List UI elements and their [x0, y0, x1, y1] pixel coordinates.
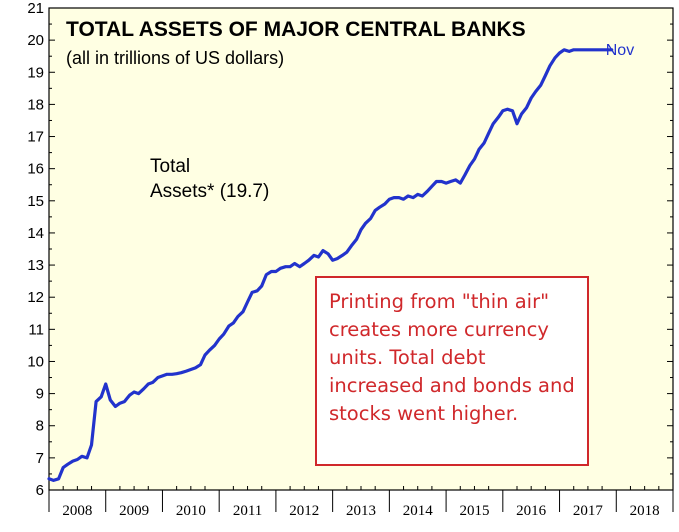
y-tick-label: 12 — [27, 289, 44, 306]
y-tick-label: 18 — [27, 96, 44, 113]
total-assets-line — [47, 48, 614, 482]
y-axis: 6 7 8 9 10 11 12 13 14 15 16 17 18 19 20 21 — [27, 0, 673, 499]
y-tick-label: 17 — [27, 129, 44, 146]
y-tick-label: 9 — [36, 386, 44, 403]
chart-title: TOTAL ASSETS OF MAJOR CENTRAL BANKS — [66, 18, 526, 41]
y-tick-label: 19 — [27, 64, 44, 81]
x-tick-label: 2016 — [516, 503, 547, 519]
y-tick-label: 15 — [27, 193, 44, 210]
y-tick-label: 6 — [36, 482, 44, 499]
x-axis: 2008 2009 2010 2011 2012 2013 2014 2015 2016 2017… — [48, 486, 674, 519]
y-tick-label: 7 — [36, 450, 44, 467]
x-tick-label: 2011 — [233, 503, 262, 519]
annotation-box: Printing from "thin air" creates more cu… — [315, 276, 589, 466]
y-tick-label: 16 — [27, 161, 44, 178]
series-label-line2: Assets* (19.7) — [150, 181, 269, 202]
y-tick-label: 14 — [27, 225, 44, 242]
x-tick-label: 2017 — [573, 503, 604, 519]
y-tick-label: 13 — [27, 257, 44, 274]
annotation-text: Printing from "thin air" creates more cu… — [329, 290, 575, 425]
y-tick-label: 10 — [27, 353, 44, 370]
series-label-line1: Total — [150, 156, 190, 177]
x-tick-label: 2013 — [346, 503, 376, 519]
x-tick-label: 2015 — [459, 503, 489, 519]
x-tick-label: 2014 — [403, 503, 434, 519]
x-tick-label: 2008 — [62, 503, 92, 519]
x-tick-label: 2012 — [289, 503, 319, 519]
x-tick-label: 2018 — [630, 503, 660, 519]
y-tick-label: 11 — [28, 321, 44, 338]
y-tick-label: 8 — [36, 418, 44, 435]
y-tick-label: 20 — [27, 32, 44, 49]
x-tick-label: 2009 — [119, 503, 149, 519]
x-tick-label: 2010 — [176, 503, 206, 519]
series-end-label: Nov — [606, 42, 634, 59]
y-tick-label: 21 — [27, 0, 44, 17]
chart-subtitle: (all in trillions of US dollars) — [66, 48, 284, 68]
